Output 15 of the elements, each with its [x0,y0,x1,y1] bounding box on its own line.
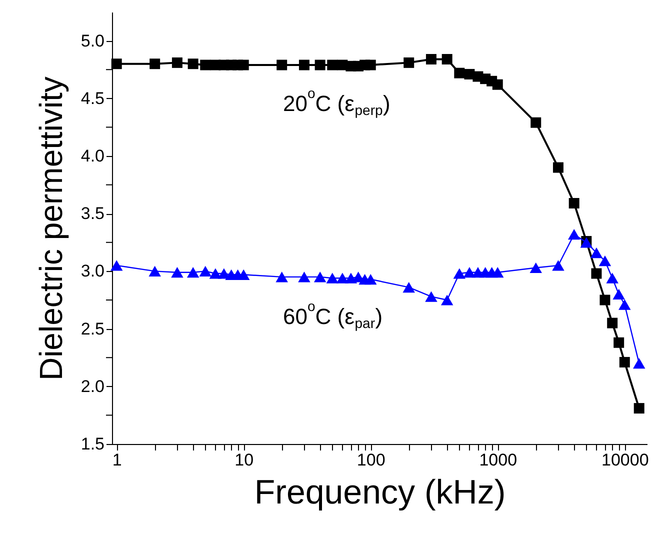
y-tick-label: 3.5 [80,204,104,224]
x-tick-label: 100 [356,450,386,470]
y-tick-label: 4.5 [80,88,104,108]
y-axis-title: Dielectric permettivity [32,76,69,381]
x-tick-label: 1 [112,450,122,470]
x-tick-label: 1000 [479,450,518,470]
y-tick-label: 2.0 [80,376,104,396]
y-tick-label: 5.0 [80,31,104,50]
x-tick-label: 10000 [601,450,649,470]
y-tick-label: 1.5 [80,434,104,454]
x-axis-title: Frequency (kHz) [254,474,506,512]
x-tick-label: 10 [234,450,254,470]
y-tick-label: 4.0 [80,146,104,166]
y-tick-label: 3.0 [80,262,104,281]
y-tick-label: 2.5 [80,319,104,338]
